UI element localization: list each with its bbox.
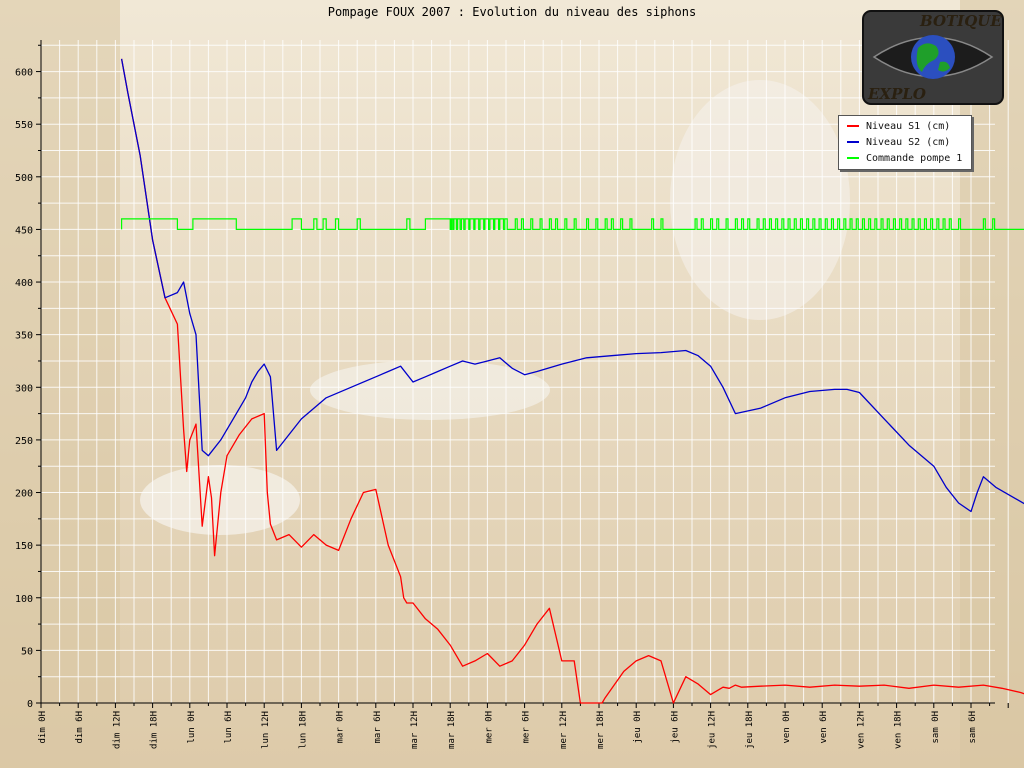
x-tick-label: mer 18H [596,711,606,749]
x-tick-label: dim 12H [112,711,122,749]
x-tick-label: jeu 12H [708,711,718,749]
x-tick-label: lun 0H [187,711,197,744]
logo-text-explo: EXPLO [868,85,926,103]
y-axis-ticks: 0 50 100 150 200 250 300 350 400 450 500 550 600 [15,68,33,710]
y-tick-label: 100 [15,594,33,605]
x-tick-label: ven 0H [782,711,792,744]
x-tick-label: jeu 6H [670,711,680,744]
y-tick-label: 550 [15,120,33,131]
logo-text-botique: BOTIQUE [920,12,1002,30]
x-tick-label: mar 6H [373,711,383,744]
x-axis-ticks: dim 0H dim 6H dim 12H dim 18H lun 0H lun 6H lu… [38,711,978,749]
legend-item-s2: Niveau S2 (cm) [847,135,950,149]
x-tick-label: dim 6H [75,711,85,744]
x-tick-label: lun 18H [298,711,308,749]
series-commande-pompe-line [121,218,1024,230]
legend-swatch-s2 [847,141,859,143]
legend-swatch-s1 [847,125,859,127]
x-tick-label: mar 12H [410,711,420,749]
x-tick-label: ven 12H [856,711,866,749]
x-tick-label: lun 12H [261,711,271,749]
y-tick-label: 0 [27,699,33,710]
series-niveau-s2-line [120,58,1024,513]
axes [36,40,1009,708]
x-tick-label: lun 6H [224,711,234,744]
y-tick-label: 350 [15,331,33,342]
y-tick-label: 400 [15,278,33,289]
y-tick-label: 500 [15,173,33,184]
x-tick-label: ven 6H [819,711,829,744]
legend-label-pump: Commande pompe 1 [866,152,963,164]
x-tick-label: sam 6H [968,711,978,744]
x-tick-label: dim 18H [150,711,160,749]
legend-label-s1: Niveau S1 (cm) [866,120,951,132]
y-tick-label: 450 [15,225,33,236]
series-niveau-s1-line [120,58,1024,704]
legend-item-pump: Commande pompe 1 [847,151,962,165]
x-tick-label: jeu 0H [633,711,643,744]
x-tick-label: ven 18H [894,711,904,749]
grid [40,40,1009,704]
legend-label-s2: Niveau S2 (cm) [866,136,951,148]
y-tick-label: 200 [15,489,33,500]
y-tick-label: 600 [15,68,33,79]
x-tick-label: sam 0H [931,711,941,744]
x-tick-label: mer 0H [484,711,494,744]
eye-globe-icon [862,10,1004,105]
x-tick-label: mer 6H [522,711,532,744]
series-lines [120,58,1024,704]
y-tick-label: 300 [15,383,33,394]
x-tick-label: jeu 18H [745,711,755,749]
y-tick-label: 250 [15,436,33,447]
legend-item-s1: Niveau S1 (cm) [847,119,950,133]
x-tick-label: mer 12H [559,711,569,749]
legend-swatch-pump [847,157,859,159]
x-tick-label: dim 0H [38,711,48,744]
x-tick-label: mar 0H [336,711,346,744]
chart-title: Pompage FOUX 2007 : Evolution du niveau … [328,5,696,19]
chart-legend: Niveau S1 (cm) Niveau S2 (cm) Commande p… [838,115,972,170]
botique-explo-logo: BOTIQUE EXPLO [862,10,1004,105]
y-tick-label: 50 [21,646,33,657]
x-tick-label: mar 18H [447,711,457,749]
y-tick-label: 150 [15,541,33,552]
